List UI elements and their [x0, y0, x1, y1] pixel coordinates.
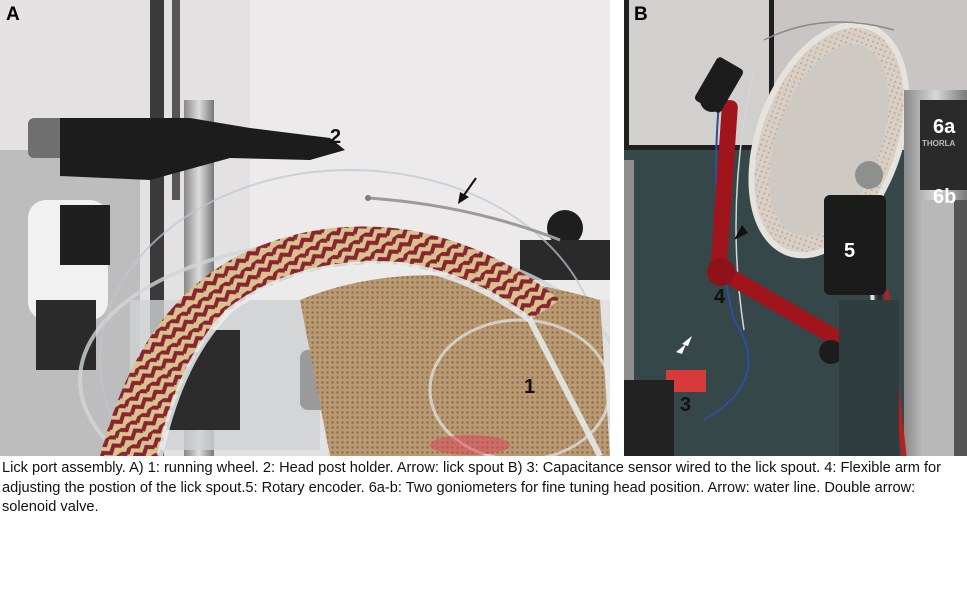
panel-b-letter: B [634, 4, 648, 25]
photo-panel-a: A 2 1 [0, 0, 610, 456]
figure-caption: Lick port assembly. A) 1: running wheel.… [2, 460, 942, 516]
panel-a-photo-illustration [0, 0, 610, 456]
photo-panel-b: THORLA B 3 4 5 6a 6b [624, 0, 967, 456]
solenoid-double-arrow-1 [682, 336, 692, 346]
panel-b-photo-illustration: THORLA [624, 0, 967, 456]
water-line-arrow [734, 225, 748, 240]
solenoid-double-arrow-2 [676, 344, 686, 354]
spout-arrow-head [458, 192, 469, 204]
panel-a-letter: A [6, 4, 20, 25]
label-running-wheel: 1 [524, 376, 536, 398]
label-head-post-holder: 2 [330, 126, 342, 148]
label-capacitance-sensor: 3 [680, 394, 692, 416]
thorlabs-mark: THORLA [922, 139, 956, 148]
label-goniometer-6a: 6a [933, 116, 956, 138]
label-flexible-arm: 4 [714, 286, 726, 308]
label-goniometer-6b: 6b [933, 186, 957, 208]
label-rotary-encoder: 5 [844, 240, 856, 262]
